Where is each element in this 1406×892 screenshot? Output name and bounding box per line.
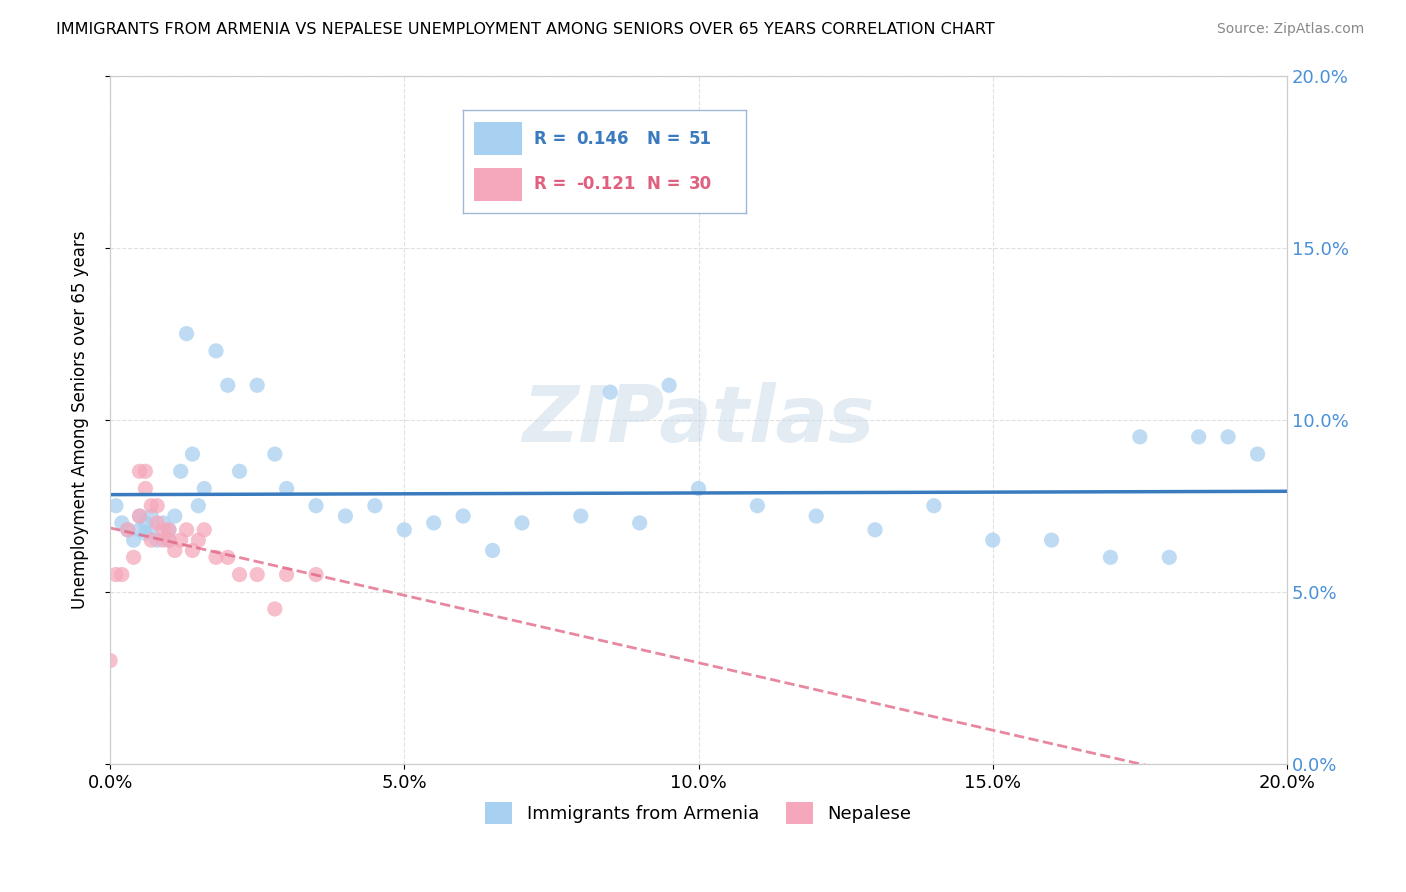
Point xyxy=(863,523,886,537)
Point xyxy=(128,464,150,478)
Point xyxy=(276,482,298,496)
Point xyxy=(1246,447,1268,461)
Point xyxy=(806,509,828,524)
Point xyxy=(599,385,621,400)
Point xyxy=(246,378,269,392)
Point xyxy=(134,482,156,496)
Point xyxy=(157,523,180,537)
Point xyxy=(134,516,156,530)
Point xyxy=(152,516,174,530)
Point xyxy=(228,464,250,478)
Point xyxy=(141,499,163,513)
Point xyxy=(747,499,769,513)
Point xyxy=(481,543,503,558)
Point xyxy=(170,533,193,548)
Point xyxy=(181,447,204,461)
Point xyxy=(628,516,651,530)
Point xyxy=(141,533,163,548)
Point xyxy=(157,533,180,548)
Text: IMMIGRANTS FROM ARMENIA VS NEPALESE UNEMPLOYMENT AMONG SENIORS OVER 65 YEARS COR: IMMIGRANTS FROM ARMENIA VS NEPALESE UNEM… xyxy=(56,22,995,37)
Point xyxy=(111,567,134,582)
Point xyxy=(181,543,204,558)
Point xyxy=(157,523,180,537)
Point xyxy=(1159,550,1181,565)
Point xyxy=(146,499,169,513)
Text: Source: ZipAtlas.com: Source: ZipAtlas.com xyxy=(1216,22,1364,37)
Point xyxy=(1129,430,1152,444)
Point xyxy=(228,567,250,582)
Point xyxy=(335,509,357,524)
Point xyxy=(187,499,209,513)
Point xyxy=(305,499,328,513)
Point xyxy=(276,567,298,582)
Point xyxy=(922,499,945,513)
Point xyxy=(1216,430,1239,444)
Point xyxy=(688,482,710,496)
Point xyxy=(146,516,169,530)
Point xyxy=(217,550,239,565)
Point xyxy=(157,533,180,548)
Point xyxy=(193,482,215,496)
Point xyxy=(122,550,145,565)
Point xyxy=(422,516,444,530)
Point xyxy=(305,567,328,582)
Point xyxy=(104,567,127,582)
Point xyxy=(569,509,592,524)
Point xyxy=(263,602,285,616)
Point xyxy=(246,567,269,582)
Point xyxy=(128,509,150,524)
Point xyxy=(152,523,174,537)
Legend: Immigrants from Armenia, Nepalese: Immigrants from Armenia, Nepalese xyxy=(485,802,911,823)
Point xyxy=(510,516,533,530)
Point xyxy=(205,343,228,358)
Text: ZIPatlas: ZIPatlas xyxy=(523,382,875,458)
Point xyxy=(187,533,209,548)
Point xyxy=(193,523,215,537)
Point xyxy=(217,378,239,392)
Point xyxy=(146,533,169,548)
Point xyxy=(117,523,139,537)
Point xyxy=(263,447,285,461)
Point xyxy=(658,378,681,392)
Point xyxy=(205,550,228,565)
Point xyxy=(111,516,134,530)
Point xyxy=(981,533,1004,548)
Point xyxy=(364,499,387,513)
Point xyxy=(1040,533,1063,548)
Point xyxy=(1188,430,1211,444)
Point xyxy=(152,533,174,548)
Point xyxy=(451,509,474,524)
Point xyxy=(170,464,193,478)
Point xyxy=(163,509,186,524)
Point xyxy=(163,543,186,558)
Point xyxy=(128,523,150,537)
Point xyxy=(176,326,198,341)
Point xyxy=(141,523,163,537)
Point xyxy=(98,654,121,668)
Point xyxy=(1099,550,1122,565)
Point xyxy=(141,509,163,524)
Point xyxy=(134,526,156,541)
Point xyxy=(104,499,127,513)
Point xyxy=(122,533,145,548)
Point xyxy=(117,523,139,537)
Point xyxy=(176,523,198,537)
Point xyxy=(134,464,156,478)
Point xyxy=(394,523,416,537)
Y-axis label: Unemployment Among Seniors over 65 years: Unemployment Among Seniors over 65 years xyxy=(72,230,89,609)
Point xyxy=(128,509,150,524)
